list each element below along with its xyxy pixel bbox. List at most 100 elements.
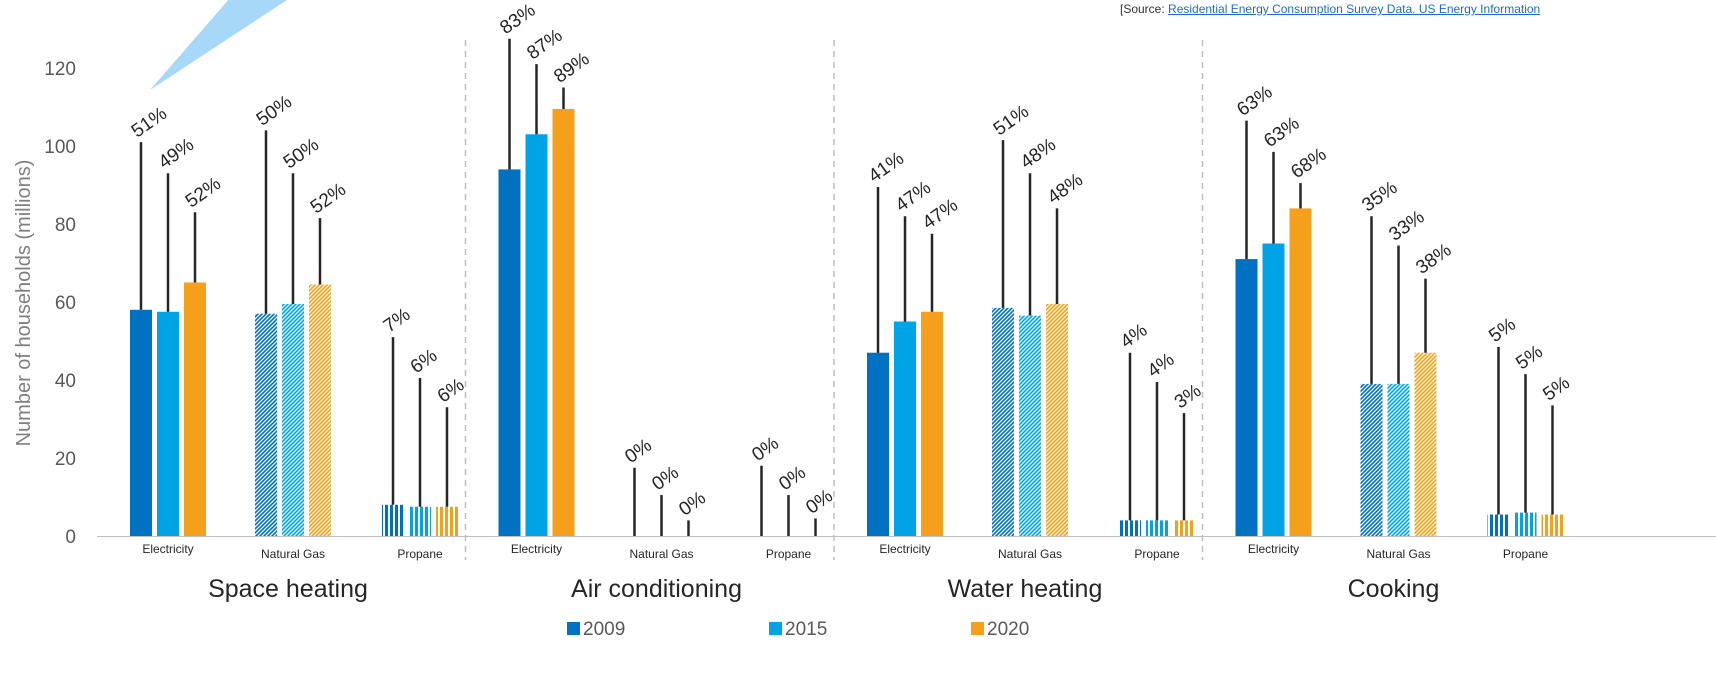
fuel-label: Natural Gas — [629, 547, 693, 561]
data-label: 63% — [1260, 113, 1303, 152]
legend-label: 2015 — [785, 619, 827, 640]
bar — [436, 506, 458, 536]
bar — [1414, 352, 1437, 536]
legend-label: 2009 — [583, 619, 625, 640]
data-label: 7% — [380, 304, 415, 337]
y-axis: 0 20 40 60 80 100 120 Number of households (mil… — [13, 59, 1716, 548]
data-label: 50% — [253, 91, 296, 130]
data-label: 0% — [675, 487, 710, 520]
bar — [1019, 315, 1041, 536]
data-label: 63% — [1233, 82, 1276, 121]
data-label: 0% — [775, 462, 810, 495]
bar — [255, 313, 277, 536]
bar — [130, 309, 152, 536]
bar — [1289, 208, 1312, 536]
legend-swatch — [769, 622, 782, 635]
y-tick-label: 80 — [55, 215, 76, 236]
bar — [552, 108, 575, 536]
bar — [1119, 520, 1141, 536]
data-label: 89% — [550, 49, 593, 88]
fuel-label: Electricity — [511, 542, 562, 556]
group-title: Cooking — [1348, 575, 1440, 603]
data-label: 6% — [434, 374, 469, 407]
bar — [525, 134, 548, 537]
fuel-label: Propane — [1134, 547, 1180, 561]
legend-item: 2015 — [769, 619, 827, 640]
data-label: 35% — [1358, 177, 1401, 216]
data-label: 83% — [496, 0, 539, 39]
fuel-label: Electricity — [1248, 542, 1299, 556]
bar — [867, 352, 889, 536]
legend-item: 2009 — [567, 619, 625, 640]
bar — [921, 311, 943, 536]
bar — [382, 504, 404, 536]
data-label: 33% — [1385, 206, 1428, 245]
fuel-label: Natural Gas — [998, 547, 1062, 561]
data-label: 49% — [155, 134, 198, 173]
fuel-label: Natural Gas — [1366, 547, 1430, 561]
data-label: 51% — [990, 101, 1033, 140]
bar — [1173, 520, 1195, 536]
bar — [498, 169, 521, 536]
data-label: 0% — [748, 433, 783, 466]
y-axis-label: Number of households (millions) — [13, 160, 35, 447]
y-tick-label: 20 — [55, 449, 76, 470]
bar — [1262, 243, 1285, 536]
callout-pointer — [150, 0, 287, 90]
source-note: [Source: Residential Energy Consumption … — [1120, 2, 1540, 16]
bar — [1541, 514, 1564, 536]
fuel-label: Natural Gas — [261, 547, 325, 561]
data-label: 87% — [523, 25, 566, 64]
bar — [157, 311, 179, 536]
data-label: 5% — [1512, 341, 1547, 374]
bar — [409, 506, 431, 536]
data-label: 51% — [128, 103, 171, 142]
bar — [1514, 512, 1537, 536]
bar — [1146, 520, 1168, 536]
data-label: 4% — [1144, 349, 1179, 382]
legend-swatch — [567, 622, 580, 635]
data-label: 0% — [802, 486, 837, 519]
data-label: 48% — [1017, 134, 1060, 173]
fuel-label: Propane — [397, 547, 443, 561]
fuel-label: Propane — [766, 547, 812, 561]
data-label: 0% — [621, 435, 656, 468]
data-label: 4% — [1117, 320, 1152, 353]
data-label: 0% — [648, 462, 683, 495]
legend-item: 2020 — [971, 619, 1029, 640]
data-label: 3% — [1171, 380, 1206, 413]
data-label: 5% — [1485, 314, 1520, 347]
bar — [184, 282, 206, 536]
y-tick-label: 40 — [55, 371, 76, 392]
bar — [894, 321, 916, 536]
legend: 2009 2015 2020 — [567, 619, 1029, 640]
bar — [1487, 514, 1510, 536]
bar — [282, 303, 304, 536]
y-tick-label: 120 — [44, 59, 76, 80]
legend-label: 2020 — [987, 619, 1029, 640]
data-label: 41% — [865, 148, 908, 187]
group-title: Water heating — [948, 575, 1103, 603]
fuel-label: Propane — [1503, 547, 1549, 561]
data-label: 68% — [1287, 144, 1330, 183]
data-label: 38% — [1412, 240, 1455, 279]
fuel-label: Electricity — [879, 542, 930, 556]
data-label: 52% — [307, 179, 350, 218]
bar — [1235, 259, 1258, 536]
group-title: Air conditioning — [571, 575, 742, 603]
legend-swatch — [971, 622, 984, 635]
y-tick-label: 60 — [55, 293, 76, 314]
data-label: 6% — [407, 345, 442, 378]
bar — [1387, 383, 1410, 536]
y-tick-label: 0 — [65, 527, 76, 548]
bar — [309, 284, 331, 536]
bar — [1046, 303, 1068, 536]
source-link[interactable]: Residential Energy Consumption Survey Da… — [1168, 2, 1541, 16]
source-prefix: [Source: — [1120, 2, 1169, 16]
